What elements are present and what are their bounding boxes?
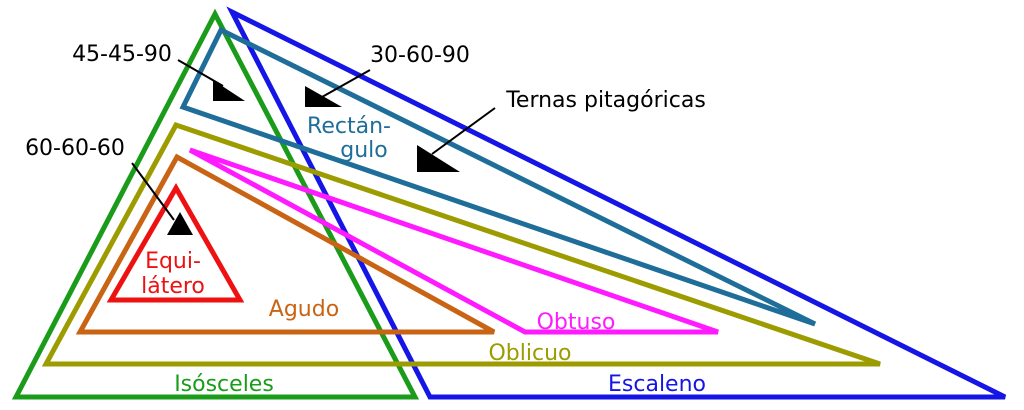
obtuse-triangle	[188, 147, 719, 335]
right-label-line2: gulo	[340, 138, 387, 163]
leader-line-pythagorean	[431, 107, 496, 155]
leader-line-30-60-90	[321, 69, 371, 98]
annotation-30-60-90: 30-60-90	[370, 43, 470, 68]
oblique-label: Oblicuo	[488, 341, 571, 366]
annotation-45-45-90: 45-45-90	[72, 42, 172, 67]
right-label-line1: Rectán-	[307, 114, 391, 139]
pythagorean-triangle-icon	[417, 145, 460, 172]
leader-line-60-60-60	[131, 162, 175, 221]
scalene-label: Escaleno	[608, 372, 706, 397]
acute-triangle	[75, 153, 496, 335]
leader-line-45-45-90	[177, 59, 224, 87]
equilateral-triangle	[106, 182, 245, 303]
triangle-60-60-60-icon	[167, 212, 193, 235]
isosceles-label: Isósceles	[174, 372, 274, 397]
oblique-triangle	[41, 121, 881, 367]
obtuse-label: Obtuso	[537, 310, 616, 335]
scalene-triangle	[226, 6, 1007, 400]
equilateral-label-line1: Equi-	[145, 249, 201, 274]
right-triangle	[179, 26, 817, 327]
acute-label: Agudo	[269, 297, 339, 322]
isosceles-triangle	[11, 8, 420, 400]
equilateral-label-line2: látero	[141, 274, 205, 299]
annotation-pythagorean: Ternas pitagóricas	[505, 88, 706, 113]
annotation-60-60-60: 60-60-60	[25, 136, 125, 161]
